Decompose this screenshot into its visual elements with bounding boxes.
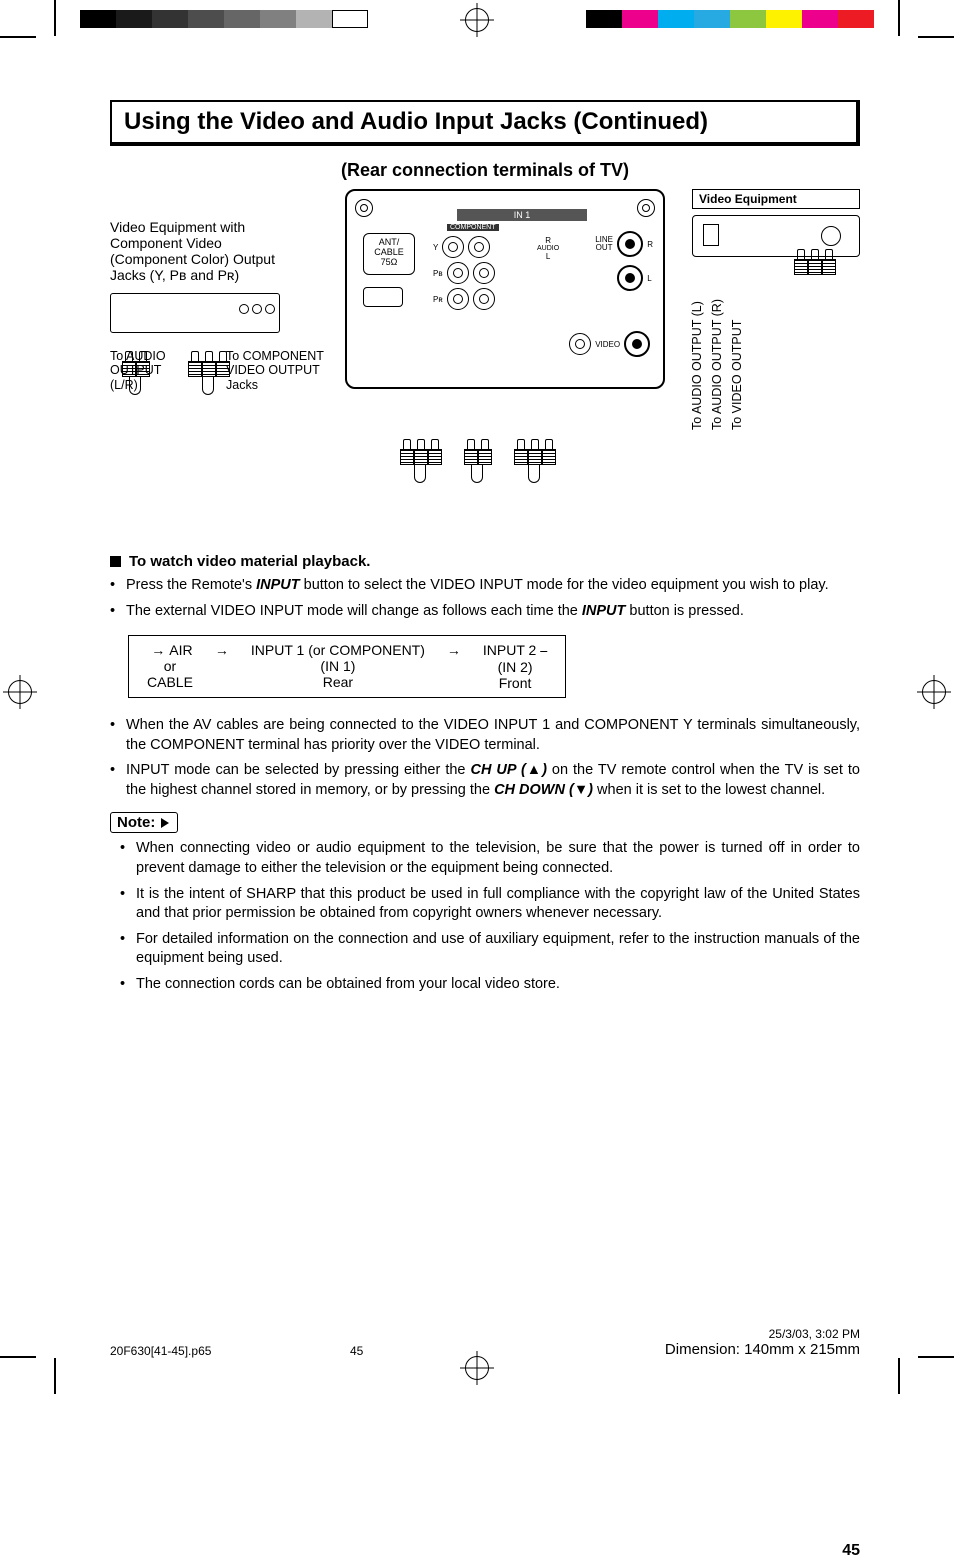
footer: 20F630[41-45].p65 45 25/3/03, 3:02 PM Di… [110,1327,860,1358]
colorbar-right [586,10,874,28]
crop-mark-icon [918,1356,954,1358]
crop-mark-icon [0,1356,36,1358]
square-bullet-icon [110,556,121,567]
footer-page: 45 [350,1344,363,1358]
registration-mark-icon [8,680,32,704]
playback-bullets: Press the Remote's INPUT button to selec… [110,576,860,621]
lineout-jacks-icon: R L VIDEO [617,231,653,291]
crop-mark-icon [918,36,954,38]
note-item: The connection cords can be obtained fro… [120,975,860,995]
footer-file: 20F630[41-45].p65 [110,1344,211,1358]
component-label: COMPONENT [447,224,499,231]
page: Using the Video and Audio Input Jacks (C… [0,0,954,1394]
crop-mark-icon [54,1358,56,1394]
note-bullets: When connecting video or audio equipment… [120,839,860,994]
bullet-item: When the AV cables are being connected t… [110,716,860,755]
crop-mark-icon [898,0,900,36]
footer-datetime: 25/3/03, 3:02 PM [665,1327,860,1341]
crop-mark-icon [54,0,56,36]
colorbar-left [80,10,368,28]
dvd-player-icon [110,293,280,333]
page-number: 45 [842,1542,860,1560]
note-item: For detailed information on the connecti… [120,930,860,969]
audio-jacks-icon: R AUDIO L [537,236,559,261]
video-equipment-box: Video Equipment [692,189,860,209]
page-title: Using the Video and Audio Input Jacks (C… [124,108,844,136]
lineout-label: LINE OUT [595,236,613,252]
registration-mark-icon [465,1356,489,1380]
in1-label: IN 1 [457,209,587,221]
left-equipment-text: Video Equipment with Component Video (Co… [110,219,290,283]
screw-icon [355,199,373,217]
note-item: When connecting video or audio equipment… [120,839,860,878]
note-label: Note: [110,812,178,833]
connection-diagram: Video Equipment with Component Video (Co… [110,189,860,539]
bullet-item: Press the Remote's INPUT button to selec… [110,576,860,596]
rca-plug-icon [188,351,228,377]
input-flow-box: →AIR or CABLE → INPUT 1 (or COMPONENT) (… [128,635,566,698]
component-jacks-icon: Y Pʙ Pʀ [433,236,495,310]
to-component-output-label: To COMPONENT VIDEO OUTPUT Jacks [226,349,346,392]
bullet-item: INPUT mode can be selected by pressing e… [110,761,860,800]
right-cable-plugs-icon [794,249,834,275]
arrow-right-icon [161,818,169,828]
ant-cable-label: ANT/ CABLE 75Ω [363,233,415,275]
crop-mark-icon [898,1358,900,1394]
footer-dimension: Dimension: 140mm x 215mm [665,1341,860,1358]
bottom-cable-plugs-icon [400,439,554,483]
right-output-labels: To AUDIO OUTPUT (L) To AUDIO OUTPUT (R) … [690,299,860,430]
screw-icon [637,199,655,217]
playback-bullets-2: When the AV cables are being connected t… [110,716,860,800]
page-content: Using the Video and Audio Input Jacks (C… [110,100,860,1000]
note-item: It is the intent of SHARP that this prod… [120,885,860,924]
diagram-subtitle: (Rear connection terminals of TV) [110,160,860,181]
port-icon [363,287,403,307]
title-bar: Using the Video and Audio Input Jacks (C… [110,100,860,146]
playback-heading: To watch video material playback. [110,553,860,570]
bullet-item: The external VIDEO INPUT mode will chang… [110,602,860,622]
to-audio-output-label: To AUDIO OUTPUT (L/R) [110,349,180,392]
registration-mark-icon [922,680,946,704]
registration-mark-icon [465,8,489,32]
tv-rear-panel-icon: IN 1 ANT/ CABLE 75Ω COMPONENT Y Pʙ Pʀ R … [345,189,665,389]
crop-mark-icon [0,36,36,38]
vcr-icon [692,215,860,257]
right-equipment-block: Video Equipment To AUDIO OUTPUT (L) To A… [692,189,860,257]
